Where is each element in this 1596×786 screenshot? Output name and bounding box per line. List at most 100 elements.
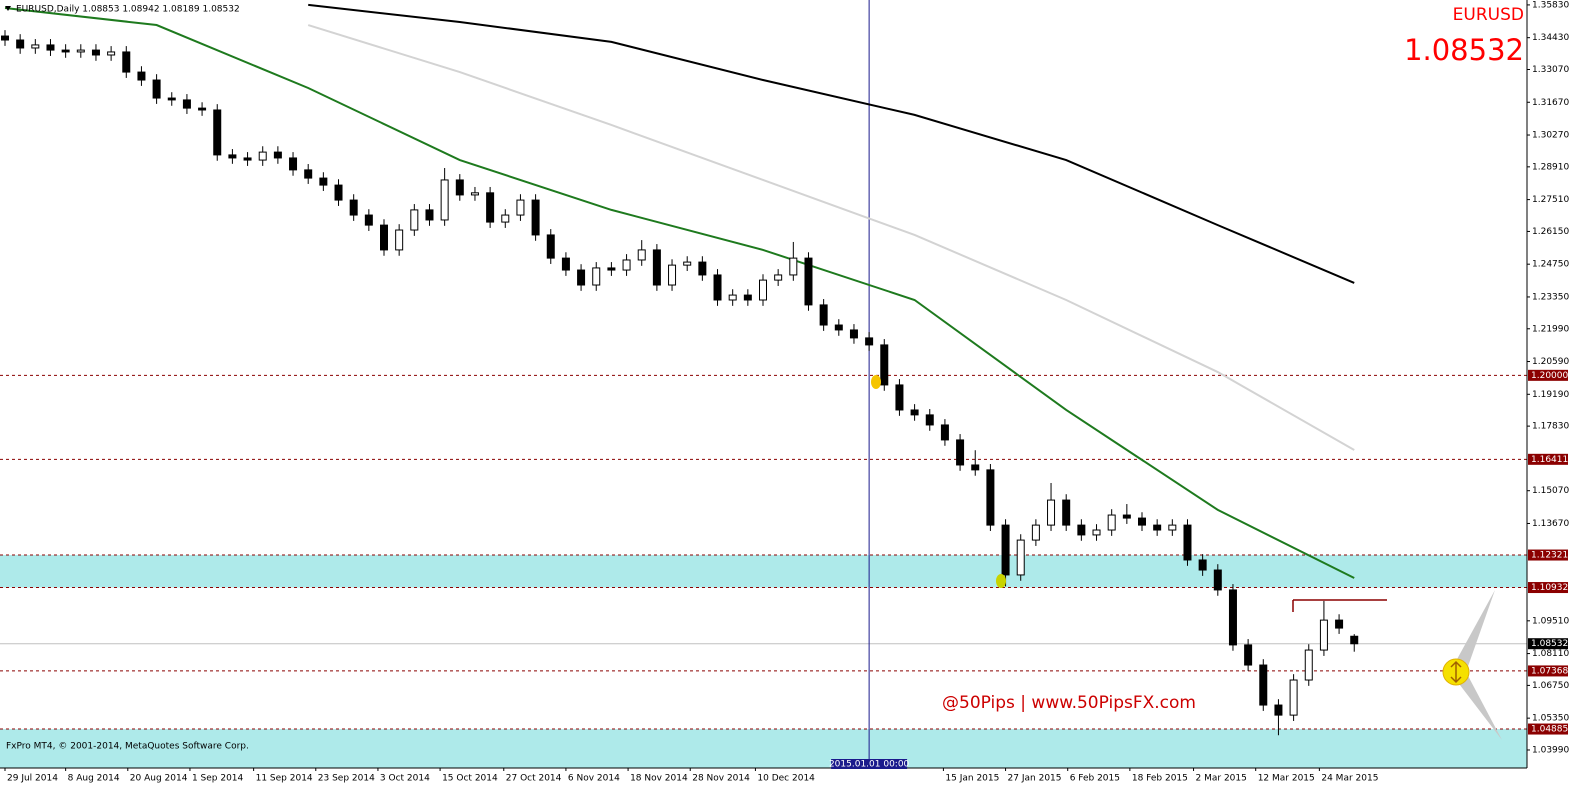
candle-body [410,209,419,231]
level-box [1528,453,1568,465]
candle-body [743,294,752,301]
moving-average [4,6,1355,579]
x-tick-label: 3 Oct 2014 [380,774,430,784]
candle-body [107,51,116,56]
level-box [1528,723,1568,735]
x-tick-label: 28 Nov 2014 [692,774,750,784]
x-tick-label: 27 Jan 2015 [1008,774,1062,784]
level-label: 1.20000 [1531,371,1568,381]
candle-body [137,71,146,81]
x-tick-label: 1 Sep 2014 [192,774,244,784]
candle-body [167,97,176,101]
level-label: 1.07368 [1531,666,1568,676]
candle-body [956,439,965,466]
candle-body [1031,524,1040,541]
candle-body [258,151,267,161]
candle-body [925,414,934,426]
level-label: 1.16411 [1531,455,1568,465]
candle-body [637,249,646,261]
candle-body [1122,514,1131,519]
candle-body [577,269,586,286]
x-tick-label: 24 Mar 2015 [1321,774,1378,784]
y-tick-label: 1.33070 [1532,65,1569,75]
candle-body [425,209,434,221]
candle-body [1077,524,1086,536]
candle-body [1198,559,1207,571]
candle-body [652,249,661,286]
price-box [1528,638,1568,650]
y-tick-label: 1.19190 [1532,390,1569,400]
candle-body [910,409,919,416]
last-price: 1.08532 [1404,33,1524,67]
level-label: 1.10932 [1531,583,1568,593]
y-tick-label: 1.30270 [1532,131,1569,141]
candle-body [986,469,995,526]
candle-body [622,259,631,271]
y-tick-label: 1.23350 [1532,292,1569,302]
candle-body [213,109,222,156]
candle-body [61,49,70,53]
candle-body [895,384,904,411]
candle-body [1274,704,1283,716]
candle-body [1289,679,1298,716]
candle-body [774,274,783,281]
candle-body [1062,499,1071,526]
candle-body [486,192,495,223]
candle-body [728,294,737,301]
candle-body [607,267,616,271]
y-tick-label: 1.03990 [1532,745,1569,755]
candle-body [1213,569,1222,591]
candle-body [1350,635,1359,645]
y-tick-label: 1.13670 [1532,519,1569,529]
moving-average [308,3,1355,284]
candle-body [865,337,874,346]
level-label: 1.12321 [1531,551,1568,561]
y-tick-label: 1.09510 [1532,616,1569,626]
x-tick-label: 8 Aug 2014 [68,774,120,784]
candle-body [304,169,313,179]
candle-body [440,179,449,221]
candle-body [455,179,464,196]
level-box [1528,549,1568,561]
candle-body [289,157,298,171]
level-box [1528,582,1568,594]
y-tick-label: 1.08110 [1532,649,1569,659]
candle-body [46,44,55,51]
x-tick-label: 6 Nov 2014 [568,774,620,784]
candle-body [592,267,601,286]
candle-body [122,51,131,73]
candle-body [470,192,479,196]
level-box [1528,369,1568,381]
level-box [1528,665,1568,677]
candle-body [1244,644,1253,666]
candle-body [1047,499,1056,526]
candle-body [971,464,980,471]
y-tick-label: 1.20590 [1532,357,1569,367]
candle-body [152,79,161,99]
candle-body [759,279,767,301]
candle-body [1107,514,1116,531]
moving-average [307,24,1355,451]
candle-body [561,257,570,271]
y-tick-label: 1.06750 [1532,681,1569,691]
y-tick-label: 1.31670 [1532,98,1569,108]
candle-body [182,99,191,109]
candle-body [789,257,798,276]
candle-body [531,199,540,236]
candle-body [546,234,555,259]
x-tick-label: 12 Mar 2015 [1258,774,1315,784]
candle-body [76,49,85,53]
menu-arrow [5,6,11,11]
candle-body [1183,524,1192,561]
x-tick-label: 11 Sep 2014 [256,774,313,784]
zone [0,555,1527,588]
zone [0,729,1527,768]
candle-body [1259,664,1268,706]
candle-body [364,214,373,226]
chart-header: EURUSD,Daily 1.08853 1.08942 1.08189 1.0… [16,5,240,15]
candle-body [1138,517,1146,526]
y-tick-label: 1.17830 [1532,422,1569,432]
symbol: EURUSD [1453,5,1524,25]
candle-body [319,177,328,186]
